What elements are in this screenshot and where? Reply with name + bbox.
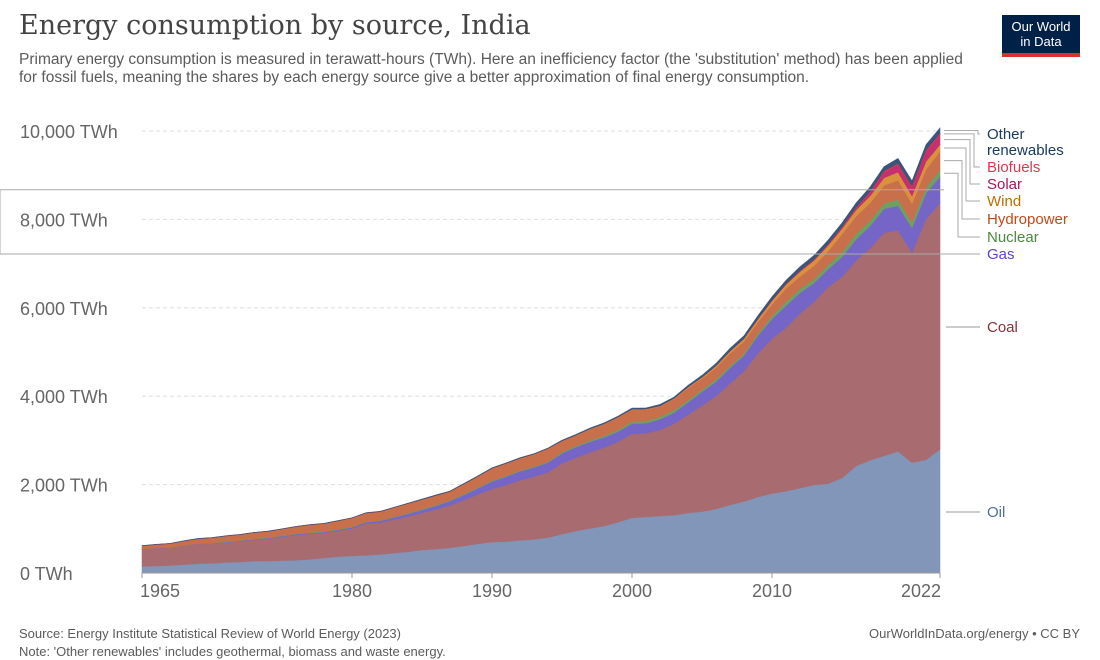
y-tick-label: 4,000 TWh	[20, 387, 108, 407]
chart-title: Energy consumption by source, India	[19, 10, 531, 41]
y-tick-label: 8,000 TWh	[20, 210, 108, 230]
y-tick-label: 6,000 TWh	[20, 299, 108, 319]
label-leader	[944, 160, 980, 220]
credit-link[interactable]: OurWorldInData.org/energy • CC BY	[869, 626, 1080, 641]
x-tick-label: 1980	[332, 581, 372, 601]
source-note: Source: Energy Institute Statistical Rev…	[19, 626, 401, 641]
x-tick-label: 2000	[612, 581, 652, 601]
y-tick-label: 10,000 TWh	[20, 122, 118, 142]
footnote: Note: 'Other renewables' includes geothe…	[19, 644, 446, 659]
series-label-oil: Oil	[987, 504, 1005, 521]
label-leader	[944, 139, 980, 185]
series-label-biofuels: Biofuels	[987, 159, 1040, 176]
logo-line2: in Data	[1020, 34, 1062, 49]
label-leader	[944, 133, 980, 168]
chart-subtitle: Primary energy consumption is measured i…	[19, 51, 963, 86]
series-label-gas: Gas	[987, 246, 1015, 263]
x-tick-label: 2010	[752, 581, 792, 601]
x-tick-label: 1990	[472, 581, 512, 601]
y-tick-label: 0 TWh	[20, 564, 73, 584]
series-label-solar: Solar	[987, 176, 1022, 193]
stacked-area-chart: 0 TWh 2,000 TWh 4,000 TWh 6,000 TWh 8,000 TW…	[0, 122, 1068, 601]
series-label-hydropower: Hydropower	[987, 211, 1068, 228]
label-leader	[944, 172, 980, 238]
series-label-other-renewables: Other renewables	[987, 126, 1064, 159]
y-tick-label: 2,000 TWh	[20, 476, 108, 496]
label-leader	[944, 147, 980, 202]
label-leader	[0, 189, 980, 255]
x-tick-label: 1965	[140, 581, 180, 601]
owid-logo[interactable]: Our World in Data	[1002, 15, 1080, 57]
series-label-nuclear: Nuclear	[987, 229, 1039, 246]
label-leader	[944, 130, 980, 135]
x-tick-label: 2022	[901, 581, 941, 601]
series-label-coal: Coal	[987, 319, 1018, 336]
area-other-renewables	[141, 127, 941, 547]
series-label-wind: Wind	[987, 193, 1021, 210]
logo-line1: Our World	[1011, 19, 1071, 34]
